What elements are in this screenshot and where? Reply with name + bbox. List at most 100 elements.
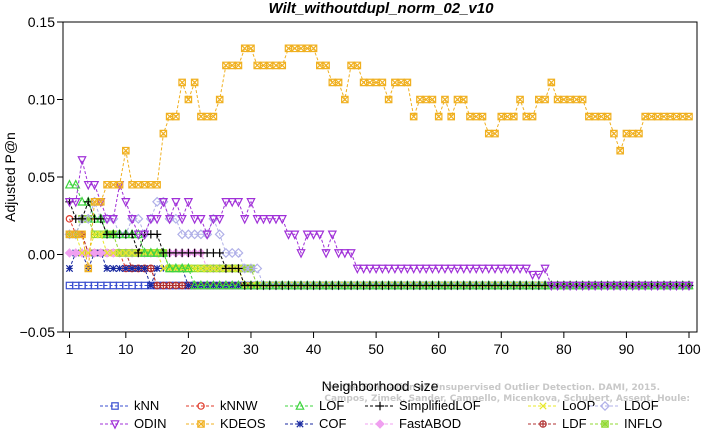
marker	[127, 215, 137, 225]
marker	[233, 247, 244, 258]
marker	[146, 247, 156, 257]
series-line	[69, 200, 689, 286]
marker	[540, 264, 550, 274]
marker	[233, 198, 244, 208]
marker	[596, 281, 607, 292]
y-tick-label: 0.05	[28, 169, 55, 185]
legend-item-knnw: kNNW	[186, 398, 258, 413]
marker	[553, 95, 562, 104]
marker	[115, 180, 124, 189]
marker	[428, 95, 437, 104]
marker	[171, 262, 181, 273]
marker	[64, 198, 75, 208]
marker	[665, 281, 675, 292]
legend-label: LDOF	[624, 398, 659, 413]
marker	[290, 44, 299, 53]
marker	[678, 281, 688, 292]
series-odin	[64, 156, 694, 292]
marker	[159, 129, 168, 138]
marker	[203, 264, 211, 273]
marker	[71, 179, 81, 189]
marker	[122, 264, 130, 273]
marker	[214, 229, 225, 240]
marker	[408, 264, 419, 274]
marker	[152, 247, 162, 257]
marker	[71, 198, 81, 208]
marker	[221, 198, 231, 208]
marker	[646, 281, 657, 292]
legend-item-simplifiedlof: SimplifiedLOF	[365, 398, 481, 413]
marker	[234, 61, 243, 70]
marker	[122, 249, 130, 257]
marker	[296, 249, 306, 259]
marker	[109, 249, 117, 257]
marker	[208, 279, 219, 290]
marker	[308, 230, 319, 240]
marker	[215, 248, 224, 258]
y-tick-label: 0.15	[28, 14, 55, 30]
marker	[634, 281, 644, 292]
marker	[659, 281, 669, 292]
marker	[521, 264, 531, 274]
marker	[152, 230, 162, 239]
marker	[416, 95, 424, 104]
marker	[547, 78, 556, 87]
marker	[227, 198, 237, 208]
series-line	[69, 233, 689, 286]
marker	[189, 215, 200, 225]
marker	[653, 281, 663, 292]
marker	[139, 247, 150, 257]
marker	[108, 215, 118, 225]
marker	[371, 264, 381, 274]
marker	[539, 402, 547, 410]
marker	[96, 248, 106, 258]
legend-item-lof: LOF	[285, 398, 344, 413]
legend: kNN kNNW LOF SimplifiedLOF LoOP LDOF ODIN KDEOS…	[100, 398, 662, 431]
marker	[322, 61, 330, 70]
legend-item-kdeos: KDEOS	[186, 416, 266, 431]
marker	[103, 264, 111, 273]
marker	[302, 230, 312, 240]
marker	[427, 264, 438, 274]
marker	[402, 264, 413, 274]
y-tick-label: 0.00	[28, 247, 55, 263]
marker	[96, 198, 105, 206]
marker	[584, 281, 594, 292]
marker	[190, 78, 199, 87]
marker	[265, 215, 275, 225]
marker	[590, 281, 600, 292]
marker	[77, 196, 87, 206]
marker	[327, 230, 337, 240]
marker	[258, 215, 269, 225]
marker	[134, 248, 143, 258]
marker	[77, 156, 87, 166]
marker	[164, 215, 175, 225]
marker	[222, 61, 230, 70]
marker	[197, 420, 205, 428]
marker	[159, 281, 168, 290]
marker	[165, 264, 174, 273]
chart-title: Wilt_withoutdupl_norm_02_v10	[269, 0, 495, 17]
marker	[541, 95, 549, 104]
marker	[196, 215, 206, 225]
marker	[491, 129, 499, 138]
marker	[321, 249, 331, 259]
y-axis-label: Adjusted P@n	[2, 132, 18, 222]
marker	[147, 264, 155, 273]
marker	[165, 281, 174, 290]
marker	[497, 112, 506, 121]
marker	[177, 262, 187, 273]
marker	[178, 78, 186, 87]
watermark-line: On the Evaluation of Unsupervised Outlie…	[325, 383, 660, 393]
marker	[208, 215, 219, 225]
marker	[571, 281, 582, 292]
marker	[384, 95, 393, 104]
x-tick-label: 10	[118, 341, 134, 357]
x-tick-label: 60	[431, 341, 447, 357]
marker	[103, 249, 111, 257]
marker	[684, 281, 694, 292]
x-tick-label: 20	[181, 341, 197, 357]
legend-label: COF	[319, 416, 347, 431]
marker	[147, 281, 155, 290]
marker	[453, 95, 462, 104]
